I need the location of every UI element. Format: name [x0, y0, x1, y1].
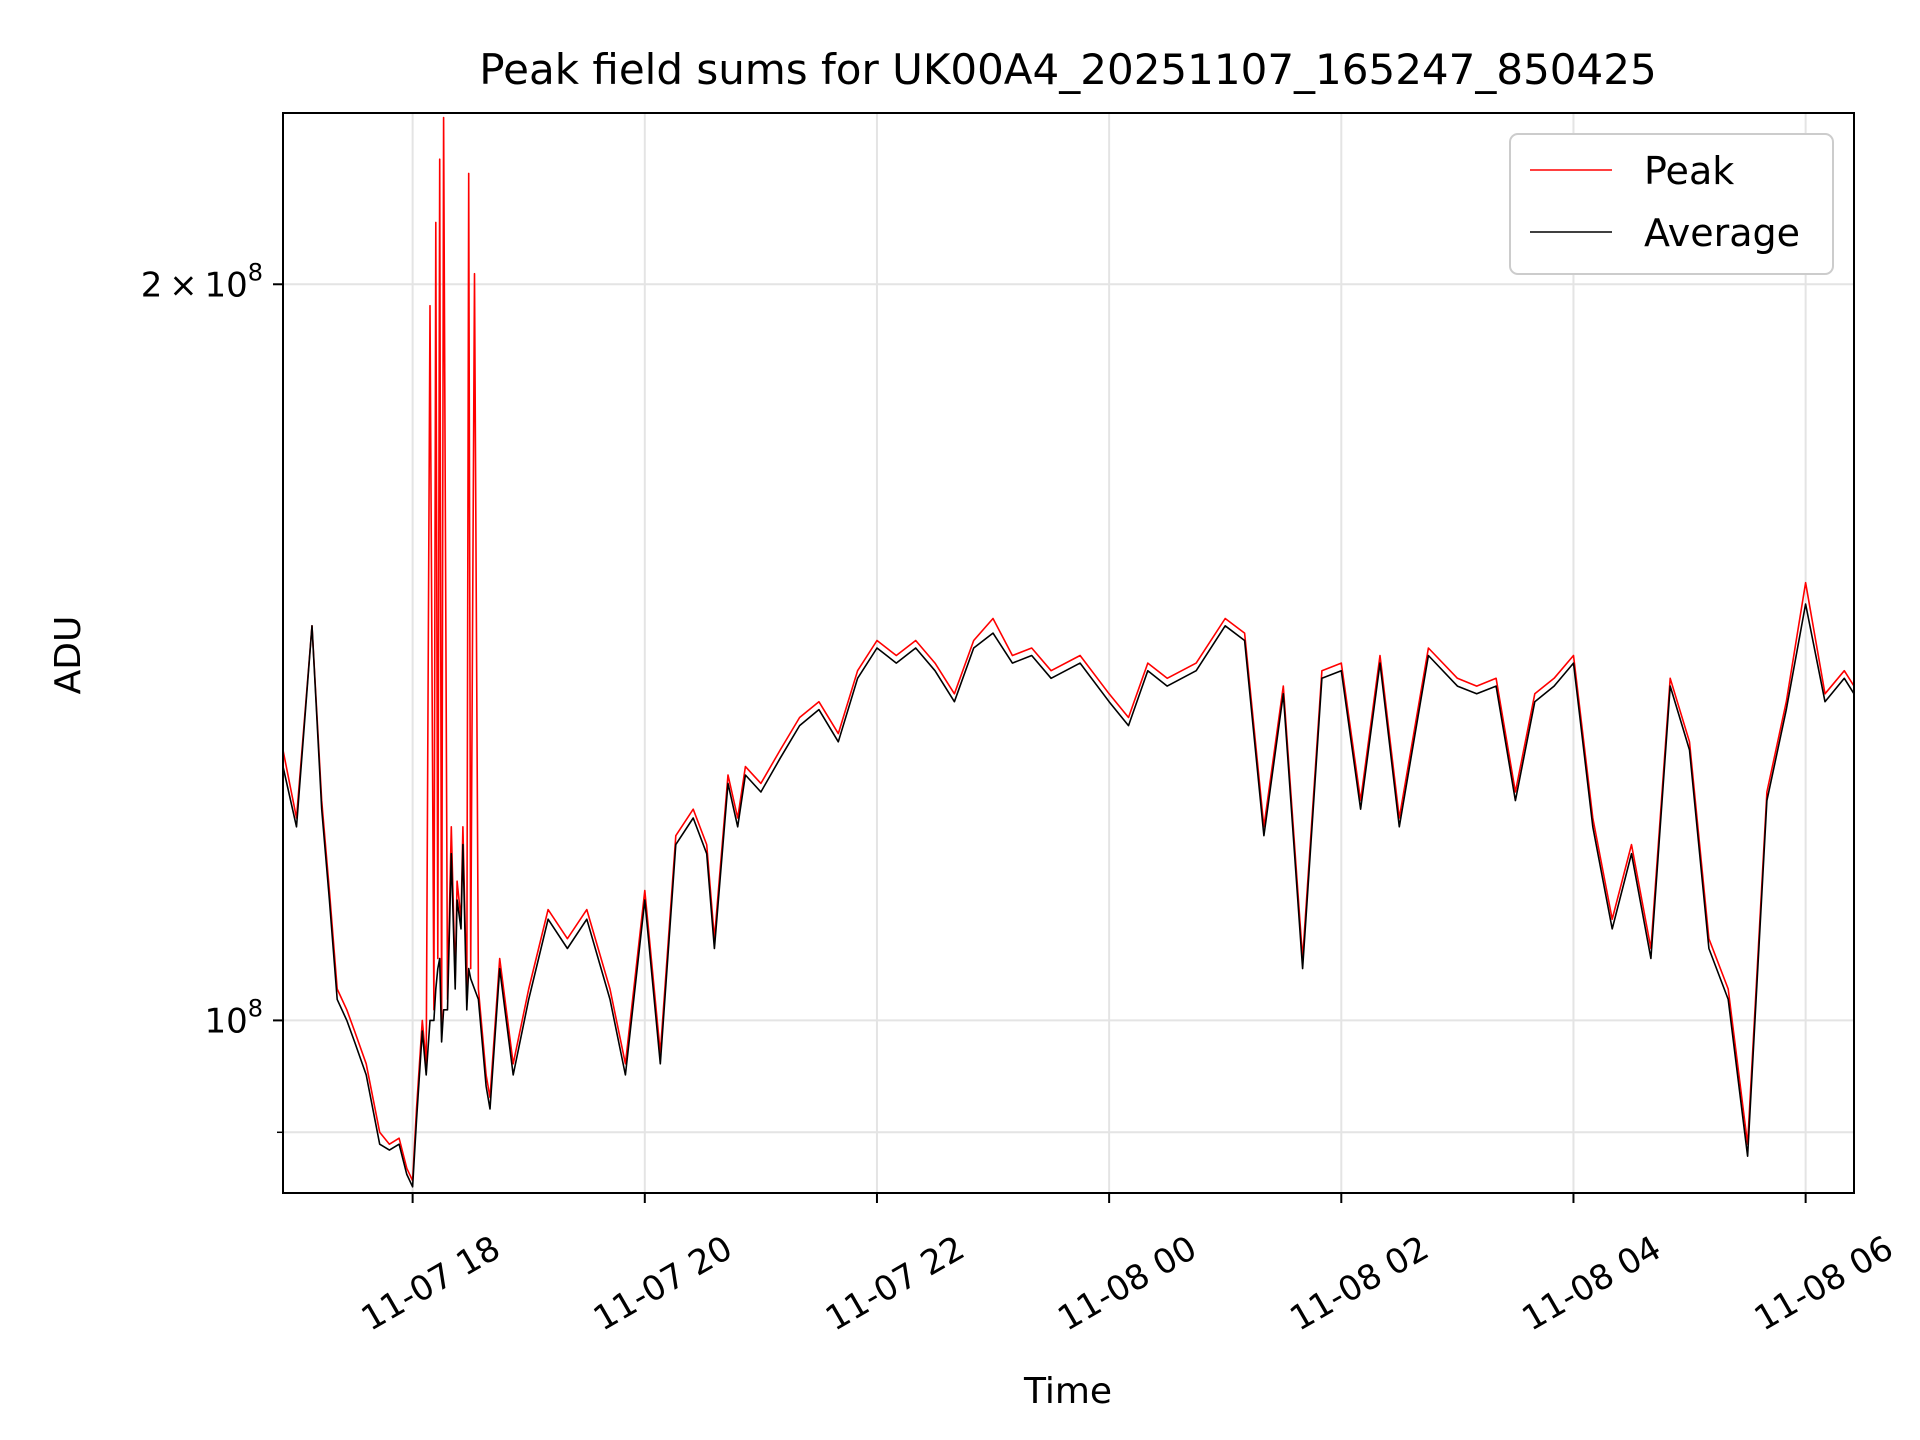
y-tick-label: 108 [204, 994, 263, 1041]
y-tick-label: 2 × 108 [141, 258, 263, 305]
legend-box [1509, 133, 1834, 275]
legend-label-average: Average [1644, 211, 1800, 255]
y-axis: 108 2 × 108 [141, 258, 283, 1134]
grid-lines [283, 113, 1854, 1193]
legend: Peak Average [1509, 133, 1834, 275]
legend-label-peak: Peak [1644, 149, 1734, 193]
series-line-average [283, 603, 1854, 1188]
x-axis-label: Time [1023, 1371, 1112, 1412]
y-axis-label: ADU [48, 616, 89, 695]
chart-title: Peak field sums for UK00A4_20251107_1652… [479, 45, 1656, 94]
series-layer [283, 116, 1854, 1188]
plot-frame [282, 112, 1855, 1194]
